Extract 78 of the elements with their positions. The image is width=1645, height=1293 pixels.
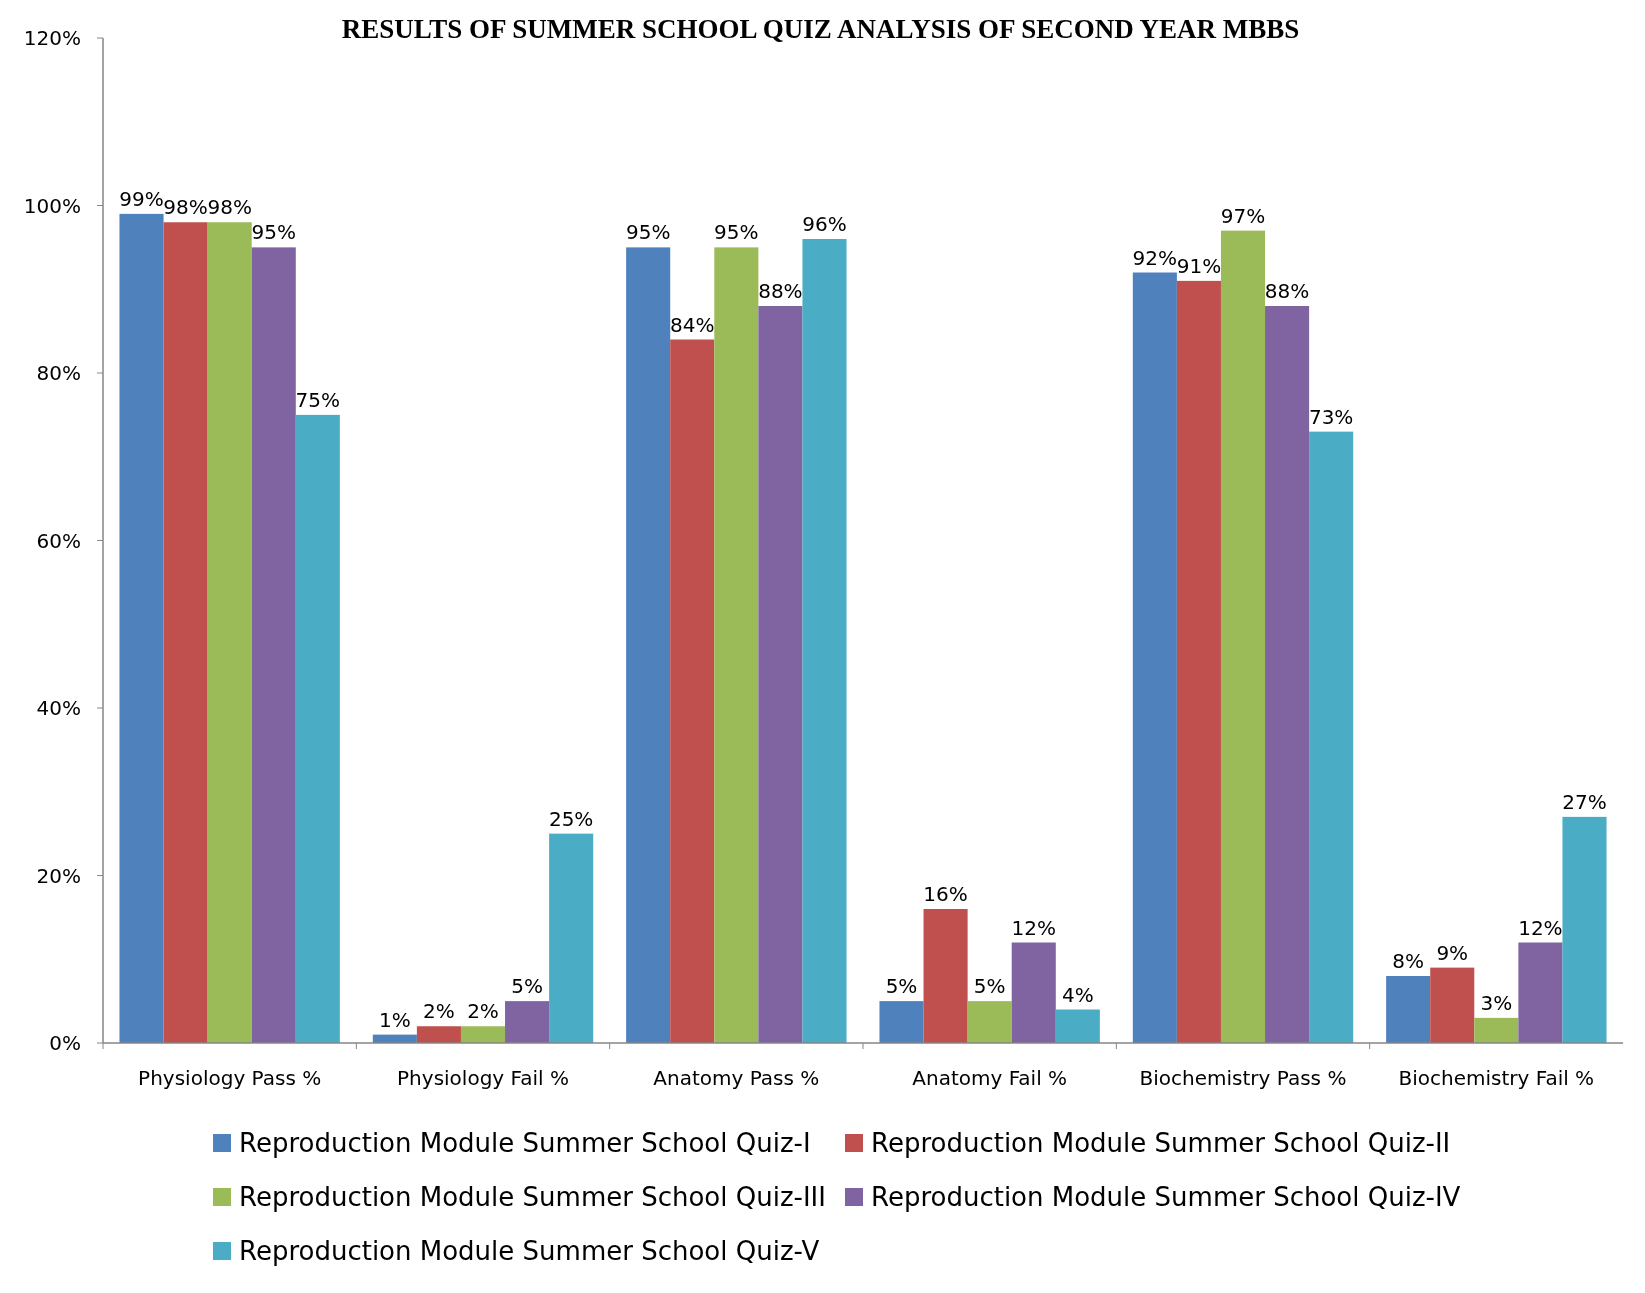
data-label: 2% xyxy=(467,999,499,1024)
data-label: 8% xyxy=(1392,949,1425,973)
bar xyxy=(923,909,968,1043)
data-label: 96% xyxy=(802,212,847,236)
bar xyxy=(1055,1009,1100,1043)
data-label: 99% xyxy=(119,186,164,211)
bar xyxy=(967,1001,1012,1043)
data-label: 98% xyxy=(163,195,208,220)
x-tick-label: Physiology Pass % xyxy=(138,1066,322,1090)
data-label: 3% xyxy=(1480,990,1513,1015)
bar xyxy=(1011,942,1056,1043)
x-tick-label: Physiology Fail % xyxy=(397,1066,569,1090)
y-tick-label: 60% xyxy=(36,528,81,553)
legend-label: Reproduction Module Summer School Quiz-III xyxy=(239,1182,826,1213)
bar xyxy=(670,339,715,1043)
chart-title: RESULTS OF SUMMER SCHOOL QUIZ ANALYSIS OF SECOND YEAR MBBS xyxy=(341,14,1300,44)
data-label: 98% xyxy=(207,195,252,220)
y-tick-label: 20% xyxy=(36,863,81,888)
bar xyxy=(626,247,671,1043)
data-label: 12% xyxy=(1518,915,1563,940)
bar xyxy=(295,414,340,1043)
y-tick-label: 100% xyxy=(23,193,81,218)
bar xyxy=(802,239,847,1043)
bar xyxy=(460,1026,506,1043)
data-label: 95% xyxy=(625,220,671,245)
y-tick-label: 0% xyxy=(49,1031,81,1055)
data-label: 4% xyxy=(1061,982,1094,1007)
bar xyxy=(1518,942,1563,1043)
x-tick-label: Biochemistry Fail % xyxy=(1398,1066,1595,1090)
bar xyxy=(1132,272,1177,1043)
bar xyxy=(1176,280,1221,1043)
x-tick-label: Anatomy Pass % xyxy=(653,1066,820,1090)
data-label: 92% xyxy=(1132,245,1178,270)
data-label: 84% xyxy=(670,312,715,337)
bar xyxy=(119,213,164,1043)
bar xyxy=(1220,230,1266,1043)
data-label: 5% xyxy=(511,974,543,999)
x-tick-label: Anatomy Fail % xyxy=(912,1066,1068,1090)
bar xyxy=(879,1001,924,1043)
legend-label: Reproduction Module Summer School Quiz-I xyxy=(239,1128,811,1159)
bar xyxy=(1474,1017,1519,1043)
bar xyxy=(714,247,759,1043)
data-label: 16% xyxy=(923,882,968,906)
data-label: 12% xyxy=(1011,915,1056,940)
data-label: 91% xyxy=(1176,253,1222,278)
data-label: 88% xyxy=(1264,279,1310,303)
bar xyxy=(1265,306,1310,1043)
data-label: 5% xyxy=(885,974,918,999)
data-label: 27% xyxy=(1562,789,1607,814)
x-tick-label: Biochemistry Pass % xyxy=(1139,1066,1347,1090)
data-label: 5% xyxy=(973,974,1006,999)
bar xyxy=(1309,431,1354,1043)
bar xyxy=(758,306,803,1043)
legend-label: Reproduction Module Summer School Quiz-II xyxy=(871,1128,1451,1159)
data-label: 95% xyxy=(714,220,759,245)
data-label: 9% xyxy=(1436,940,1469,965)
bar xyxy=(163,222,208,1043)
bar xyxy=(549,833,594,1043)
bar xyxy=(1562,816,1607,1043)
legend-label: Reproduction Module Summer School Quiz-V xyxy=(239,1236,820,1267)
data-label: 73% xyxy=(1308,404,1354,429)
bar xyxy=(505,1001,550,1043)
y-tick-label: 80% xyxy=(36,361,81,385)
bar xyxy=(1430,967,1475,1043)
y-tick-label: 120% xyxy=(23,26,81,50)
data-label: 1% xyxy=(378,1007,411,1032)
data-label: 2% xyxy=(423,999,455,1024)
bar xyxy=(1386,976,1431,1043)
bar xyxy=(207,222,252,1043)
data-label: 97% xyxy=(1220,203,1266,228)
data-label: 25% xyxy=(548,806,594,831)
bar xyxy=(251,247,296,1043)
data-label: 88% xyxy=(758,279,803,303)
data-label: 95% xyxy=(251,220,296,245)
y-tick-label: 40% xyxy=(36,696,81,720)
legend-label: Reproduction Module Summer School Quiz-IV xyxy=(871,1182,1461,1213)
bar xyxy=(416,1026,461,1043)
data-label: 75% xyxy=(295,387,341,412)
